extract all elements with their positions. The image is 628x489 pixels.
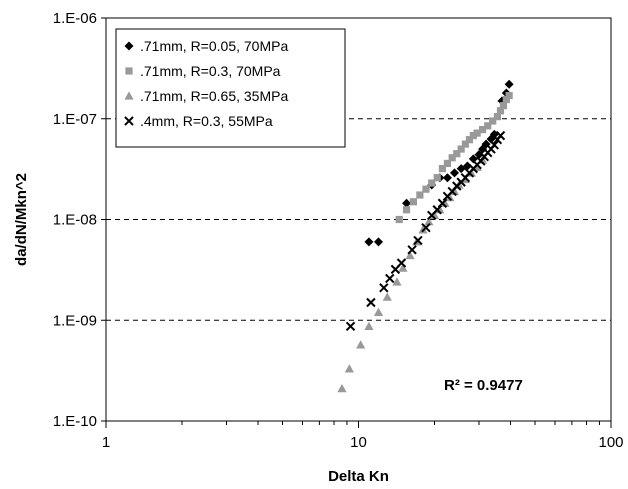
data-point — [395, 215, 403, 224]
data-point — [489, 140, 500, 150]
data-point — [392, 277, 402, 286]
data-point — [443, 159, 452, 168]
x-stroke — [385, 273, 395, 284]
data-point — [382, 292, 392, 301]
data-point — [496, 107, 505, 115]
data-point — [469, 132, 477, 140]
data-point — [422, 185, 430, 193]
data-point — [373, 237, 383, 247]
x-stroke — [413, 235, 423, 246]
data-point — [462, 161, 472, 171]
data-point — [453, 150, 461, 158]
data-point — [421, 222, 431, 233]
data-points — [337, 79, 514, 393]
legend-marker — [124, 116, 134, 126]
y-tick-label: 1.E-10 — [53, 413, 97, 430]
data-point — [379, 283, 389, 293]
data-point — [473, 129, 481, 137]
data-point — [448, 154, 456, 162]
x-stroke — [437, 198, 448, 208]
x-stroke — [124, 116, 134, 126]
series-4 — [345, 130, 506, 332]
data-point — [402, 206, 411, 214]
legend-box — [115, 28, 346, 148]
data-point — [461, 140, 469, 148]
data-point — [396, 258, 407, 268]
data-point — [337, 383, 347, 393]
x-stroke — [379, 283, 389, 293]
x-stroke — [366, 297, 376, 308]
axis-ticks: 1.E-10 1.E-09 1.E-08 1.E-07 1.E-06 1 10 100 — [53, 10, 624, 451]
r-squared-annotation: R² = 0.9477 — [444, 377, 523, 394]
data-point — [502, 95, 510, 104]
y-tick-label: 1.E-07 — [53, 111, 97, 128]
legend-marker — [125, 67, 133, 75]
y-tick-label: 1.E-08 — [53, 212, 97, 229]
grid — [106, 118, 611, 321]
series-1 — [364, 79, 514, 247]
y-tick-label: 1.E-09 — [53, 312, 97, 329]
data-point — [428, 179, 436, 187]
data-point — [437, 198, 448, 208]
data-point — [373, 307, 384, 316]
data-point — [478, 126, 487, 134]
legend-marker — [124, 91, 134, 100]
data-point — [344, 364, 354, 373]
data-point — [433, 174, 441, 182]
legend-label: .4mm, R=0.3, 55MPa — [140, 113, 273, 129]
data-point — [457, 145, 465, 153]
data-point — [445, 192, 455, 202]
data-point — [493, 113, 502, 121]
data-point — [468, 154, 478, 164]
y-axis-title: da/dN/Mkn^2 — [13, 173, 30, 266]
data-point — [398, 263, 408, 272]
data-point — [489, 117, 497, 125]
data-point — [405, 250, 415, 260]
data-point — [356, 340, 366, 349]
x-stroke — [345, 321, 356, 332]
legend-label: .71mm, R=0.65, 35MPa — [140, 88, 288, 104]
data-point — [413, 235, 423, 246]
data-point — [442, 173, 452, 183]
x-tick-label: 100 — [598, 434, 623, 451]
data-point — [450, 168, 460, 178]
data-point — [505, 91, 513, 100]
data-point — [366, 297, 376, 308]
data-point — [424, 217, 434, 226]
data-point — [465, 136, 474, 144]
data-point — [364, 321, 374, 331]
data-point — [407, 245, 417, 255]
legend-marker — [124, 41, 134, 51]
data-point — [484, 122, 492, 130]
data-point — [438, 165, 447, 173]
legend: .71mm, R=0.05, 70MPa .71mm, R=0.3, 70MPa.… — [115, 28, 346, 148]
data-point — [499, 102, 508, 110]
legend-label: .71mm, R=0.05, 70MPa — [140, 38, 288, 54]
data-point — [385, 273, 395, 284]
y-tick-label: 1.E-06 — [53, 10, 97, 27]
data-point — [449, 186, 460, 196]
x-stroke — [396, 258, 407, 268]
data-point — [345, 321, 356, 332]
series-2 — [395, 91, 513, 224]
x-stroke — [407, 245, 417, 255]
x-stroke — [495, 130, 506, 141]
data-point — [402, 198, 412, 208]
data-point — [409, 198, 418, 206]
data-point — [504, 79, 514, 89]
data-point — [364, 237, 374, 247]
data-point — [416, 191, 424, 199]
x-stroke — [421, 222, 431, 233]
x-tick-label: 10 — [350, 434, 367, 451]
x-tick-label: 1 — [102, 434, 110, 451]
legend-label: .71mm, R=0.3, 70MPa — [140, 63, 281, 79]
x-axis-title: Delta Kn — [328, 468, 389, 485]
x-stroke — [489, 140, 500, 150]
data-point — [495, 130, 506, 141]
series-3 — [337, 155, 488, 393]
